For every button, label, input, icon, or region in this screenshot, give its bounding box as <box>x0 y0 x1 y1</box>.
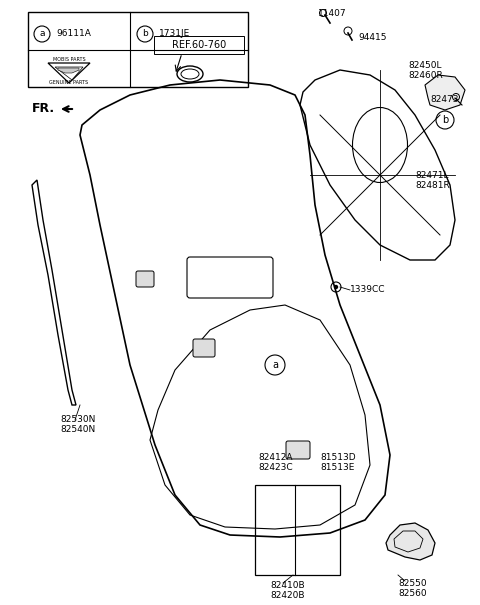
Polygon shape <box>386 523 435 560</box>
Text: 94415: 94415 <box>358 33 386 42</box>
Text: 82540N: 82540N <box>60 425 95 434</box>
Text: 96111A: 96111A <box>56 30 91 39</box>
Text: 1339CC: 1339CC <box>350 286 385 295</box>
Text: 82471L: 82471L <box>415 171 448 180</box>
Text: 81513E: 81513E <box>320 462 354 471</box>
Text: FR.: FR. <box>32 102 55 116</box>
Text: 82460R: 82460R <box>408 71 443 79</box>
Polygon shape <box>58 68 79 73</box>
Text: 11407: 11407 <box>318 8 347 18</box>
Text: b: b <box>142 30 148 39</box>
Text: 82450L: 82450L <box>408 60 442 70</box>
Text: 82560: 82560 <box>398 589 427 598</box>
Text: MOBIS PARTS: MOBIS PARTS <box>53 57 85 62</box>
Text: 82550: 82550 <box>398 578 427 587</box>
Text: 1731JE: 1731JE <box>159 30 190 39</box>
Text: 82412A: 82412A <box>258 453 292 462</box>
Text: b: b <box>442 115 448 125</box>
Text: 82473: 82473 <box>430 96 458 105</box>
Text: REF.60-760: REF.60-760 <box>172 40 226 50</box>
Polygon shape <box>425 75 465 110</box>
Text: 82530N: 82530N <box>60 416 96 425</box>
FancyBboxPatch shape <box>193 339 215 357</box>
FancyBboxPatch shape <box>286 441 310 459</box>
Text: 82481R: 82481R <box>415 180 450 189</box>
Text: a: a <box>272 360 278 370</box>
Text: 82423C: 82423C <box>258 462 293 471</box>
Text: GENUINE PARTS: GENUINE PARTS <box>49 80 89 85</box>
Text: 82420B: 82420B <box>270 590 304 600</box>
Circle shape <box>335 286 337 289</box>
Text: a: a <box>39 30 45 39</box>
Text: 82410B: 82410B <box>270 581 305 589</box>
FancyBboxPatch shape <box>136 271 154 287</box>
Text: 81513D: 81513D <box>320 453 356 462</box>
